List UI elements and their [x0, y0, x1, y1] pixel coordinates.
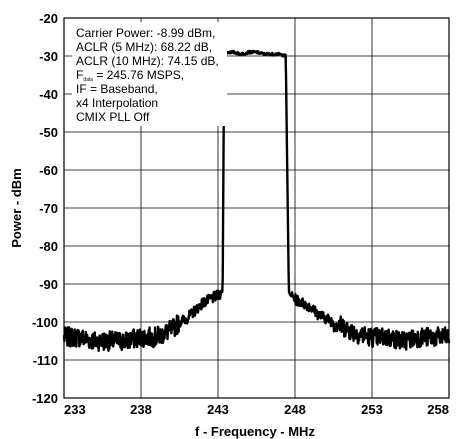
annotation-box	[72, 22, 227, 126]
x-tick-label: 253	[361, 402, 383, 417]
y-axis: -20 -30 -40 -50 -60 -70 -80 -90 -100 -110 -120	[32, 11, 58, 406]
y-tick-label: -60	[39, 163, 58, 178]
x-axis: 233 238 243 248 253 258	[64, 402, 449, 417]
x-tick-label: 233	[64, 402, 86, 417]
annotation-text: Carrier Power: -8.99 dBm, ACLR (5 MHz): …	[76, 26, 219, 124]
x-tick-label: 243	[207, 402, 229, 417]
y-tick-label: -40	[39, 87, 58, 102]
y-tick-label: -20	[39, 11, 58, 26]
fdata-rest: = 245.76 MSPS,	[93, 68, 184, 82]
fdata-subscript: data	[83, 77, 93, 83]
fdata-label: Fdata = 245.76 MSPS,	[76, 68, 184, 83]
y-tick-label: -100	[32, 315, 58, 330]
if-label: IF = Baseband,	[76, 82, 158, 96]
y-tick-label: -30	[39, 49, 58, 64]
x-tick-label: 248	[284, 402, 306, 417]
aclr-5mhz-label: ACLR (5 MHz): 68.22 dB,	[76, 40, 212, 54]
y-tick-label: -120	[32, 391, 58, 406]
x-axis-title: f - Frequency - MHz	[195, 424, 315, 439]
x-tick-label: 258	[427, 402, 449, 417]
y-tick-label: -110	[33, 353, 58, 368]
y-tick-label: -70	[39, 201, 58, 216]
x-tick-label: 238	[130, 402, 152, 417]
spectrum-line	[62, 49, 451, 353]
y-tick-label: -90	[39, 277, 58, 292]
carrier-power-label: Carrier Power: -8.99 dBm,	[76, 26, 215, 40]
aclr-10mhz-label: ACLR (10 MHz): 74.15 dB,	[76, 54, 219, 68]
y-tick-label: -80	[39, 239, 58, 254]
interpolation-label: x4 Interpolation	[76, 96, 158, 110]
cmix-label: CMIX PLL Off	[76, 110, 150, 124]
fdata-prefix: F	[76, 68, 83, 82]
plot-frame	[63, 17, 450, 399]
y-axis-title: Power - dBm	[9, 168, 24, 247]
y-tick-label: -50	[39, 125, 58, 140]
